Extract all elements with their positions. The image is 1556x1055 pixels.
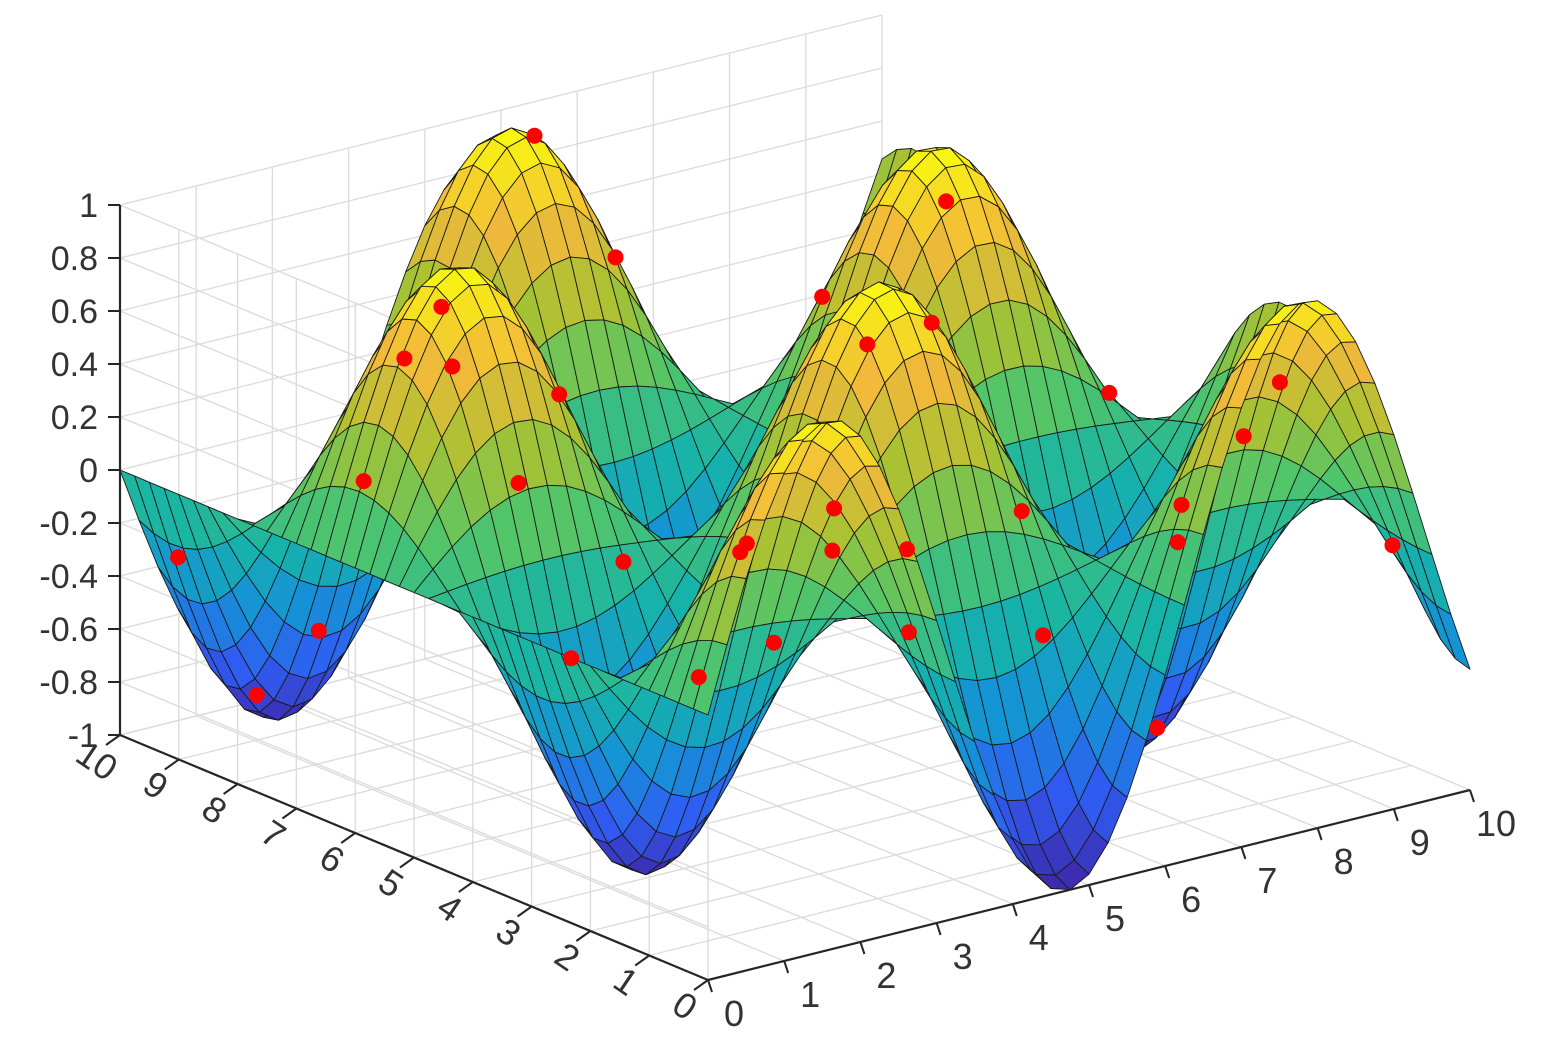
y-tick-mark xyxy=(223,783,239,795)
y-tick-label: 1 xyxy=(606,959,646,1004)
y-tick-label: 2 xyxy=(548,934,588,979)
z-tick-label: -0.2 xyxy=(39,505,98,543)
y-tick-label: 5 xyxy=(371,861,411,906)
x-tick-mark xyxy=(1164,865,1171,879)
data-marker xyxy=(859,336,876,353)
data-marker xyxy=(1169,534,1186,551)
z-tick-label: 1 xyxy=(79,187,98,225)
x-tick-label: 5 xyxy=(1105,898,1125,939)
data-marker xyxy=(732,544,749,561)
z-tick-label: 0.2 xyxy=(51,399,98,437)
z-tick-label: 0.6 xyxy=(51,293,98,331)
x-tick-label: 0 xyxy=(724,993,744,1034)
data-marker xyxy=(615,553,632,570)
y-tick-label: 3 xyxy=(489,910,529,955)
data-marker xyxy=(1235,428,1252,445)
data-marker xyxy=(824,542,841,559)
wall-grid-line xyxy=(119,14,883,206)
data-marker xyxy=(510,475,527,491)
surface-mesh xyxy=(119,127,1471,891)
data-marker xyxy=(938,193,955,210)
x-tick-mark xyxy=(1469,789,1475,803)
y-tick-mark xyxy=(634,954,650,967)
x-tick-mark xyxy=(859,941,866,955)
x-tick-mark xyxy=(1011,903,1018,917)
x-tick-mark xyxy=(1392,808,1399,822)
x-tick-label: 4 xyxy=(1029,917,1049,958)
x-tick-label: 1 xyxy=(800,974,820,1015)
z-tick-label: -0.6 xyxy=(39,611,98,649)
y-tick-mark xyxy=(517,905,533,918)
x-tick-label: 7 xyxy=(1257,860,1277,901)
data-marker xyxy=(900,624,917,641)
data-marker xyxy=(310,622,327,639)
data-marker xyxy=(690,669,707,686)
data-marker xyxy=(607,249,624,266)
z-tick-label: 0.4 xyxy=(51,346,98,384)
x-tick-label: 10 xyxy=(1476,803,1516,844)
x-tick-mark xyxy=(1316,827,1323,841)
data-marker xyxy=(551,386,568,403)
z-tick-label: 0.8 xyxy=(51,240,98,278)
x-tick-label: 3 xyxy=(953,936,973,977)
x-tick-label: 2 xyxy=(876,955,896,996)
data-marker xyxy=(526,127,543,144)
floor-grid-line xyxy=(531,715,1294,908)
data-marker xyxy=(1173,496,1190,513)
data-marker xyxy=(248,687,265,703)
data-marker xyxy=(1271,374,1288,391)
surface-patch xyxy=(1435,605,1471,670)
z-tick-label: 0 xyxy=(79,452,98,490)
x-tick-label: 8 xyxy=(1334,841,1354,882)
data-marker xyxy=(563,650,580,667)
z-tick-label: -0.8 xyxy=(39,664,98,702)
data-marker xyxy=(826,500,843,517)
data-marker xyxy=(923,314,940,331)
y-tick-label: 7 xyxy=(254,812,294,857)
data-marker xyxy=(1149,720,1166,736)
x-tick-mark xyxy=(1240,846,1247,860)
data-marker xyxy=(1035,627,1051,644)
y-tick-mark xyxy=(693,979,709,991)
tick-labels: 0 1 2 3 4 5 6 7 8 9 10012345678910-1-0.8-0.6-0.4-0… xyxy=(39,187,1516,1034)
wall-grid-line xyxy=(119,681,709,928)
z-tick-label: -1 xyxy=(68,717,98,755)
x-tick-label: 9 xyxy=(1410,822,1430,863)
y-tick-label: 0 xyxy=(665,983,705,1028)
y-tick-label: 6 xyxy=(312,836,352,881)
data-marker xyxy=(1101,384,1118,401)
y-tick-mark xyxy=(575,930,591,942)
x-tick-mark xyxy=(1088,884,1094,898)
x-tick-label: 6 xyxy=(1181,879,1201,920)
data-marker xyxy=(765,634,782,651)
data-marker xyxy=(814,288,831,305)
y-tick-mark xyxy=(105,734,121,746)
y-tick-mark xyxy=(399,856,415,869)
z-tick-label: -0.4 xyxy=(39,558,98,596)
y-tick-label: 4 xyxy=(430,885,470,930)
y-tick-label: 8 xyxy=(195,787,235,832)
x-tick-mark xyxy=(783,960,790,974)
y-tick-mark xyxy=(340,832,356,844)
floor-grid-line xyxy=(590,740,1353,932)
data-marker xyxy=(433,298,450,315)
data-marker xyxy=(1384,537,1401,554)
data-marker xyxy=(355,473,372,490)
x-tick-mark xyxy=(707,979,713,993)
data-marker xyxy=(444,358,461,375)
y-tick-mark xyxy=(281,807,297,820)
data-marker xyxy=(899,541,915,558)
y-tick-label: 9 xyxy=(136,763,176,808)
y-tick-mark xyxy=(458,881,474,893)
data-marker xyxy=(396,350,413,367)
y-tick-mark xyxy=(164,758,180,771)
data-marker xyxy=(170,549,187,566)
data-marker xyxy=(1013,503,1030,520)
x-tick-mark xyxy=(935,922,942,936)
